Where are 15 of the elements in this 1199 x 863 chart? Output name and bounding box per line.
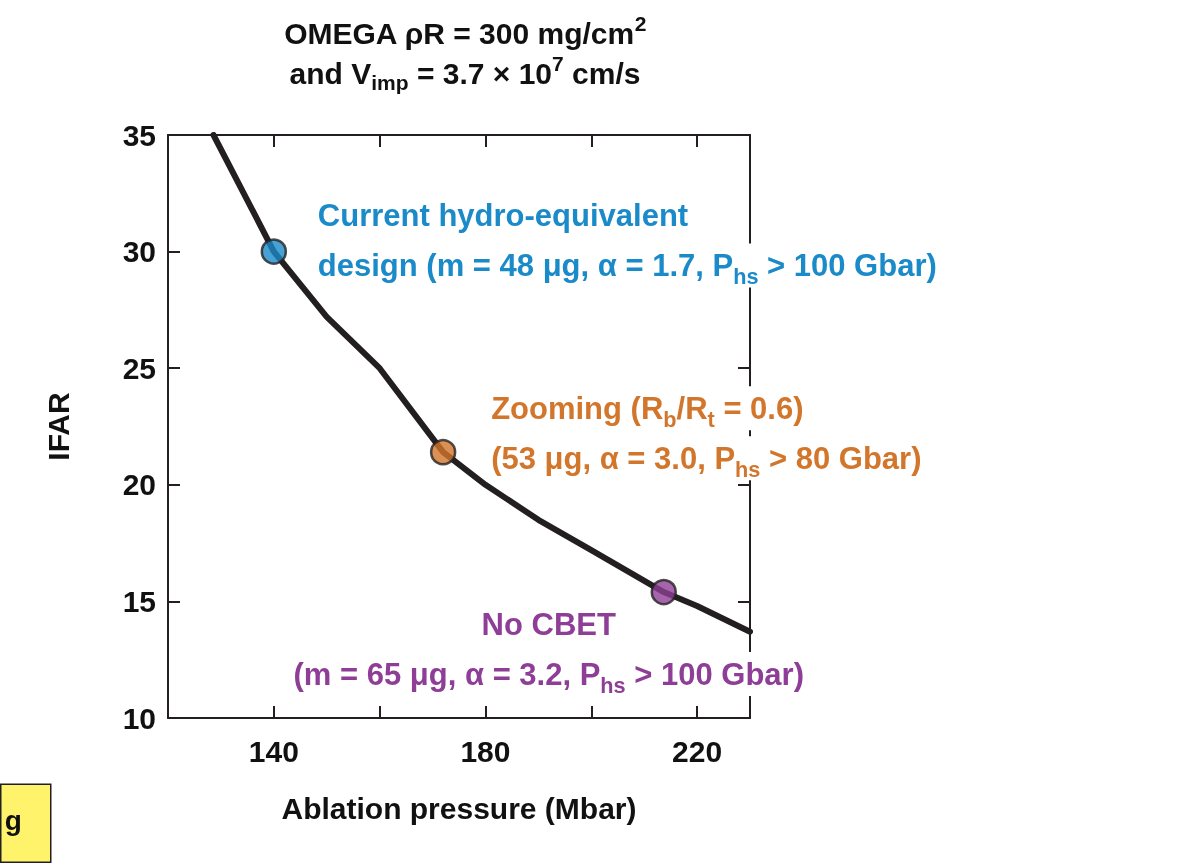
- y-tick-label: 15: [122, 584, 156, 618]
- point: [260, 238, 288, 265]
- point: [650, 578, 678, 606]
- y-tick-label: 25: [122, 351, 156, 385]
- y-tick-label: 30: [122, 235, 156, 269]
- y-tick-label: 35: [122, 118, 156, 152]
- x-axis-title: Ablation pressure (Mbar): [281, 791, 637, 825]
- point: [429, 438, 457, 466]
- y-tick-label: 10: [122, 701, 156, 735]
- y-axis-title: IFAR: [41, 392, 75, 461]
- y-tick-label: 20: [122, 468, 156, 502]
- x-tick-label: 220: [672, 734, 723, 768]
- x-tick-label: 180: [460, 734, 511, 768]
- x-tick-label: 140: [248, 734, 299, 768]
- text: g: [4, 804, 22, 836]
